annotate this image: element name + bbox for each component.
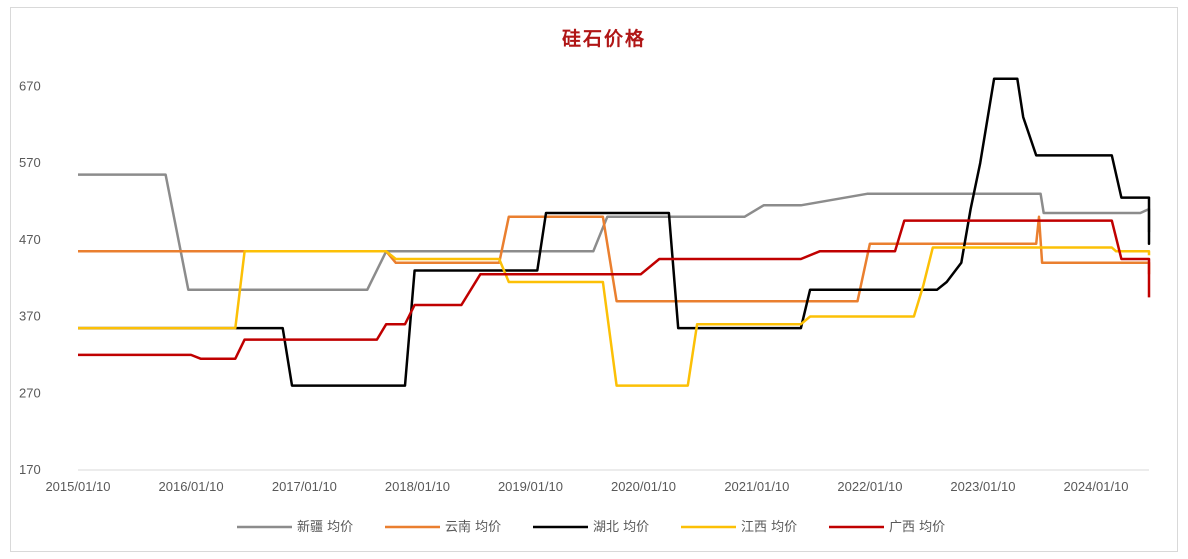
y-tick-label: 370 (19, 309, 41, 324)
x-tick-label: 2020/01/10 (611, 479, 676, 494)
series-line (78, 173, 1151, 291)
y-tick-label: 270 (19, 385, 41, 400)
x-tick-label: 2022/01/10 (837, 479, 902, 494)
x-tick-label: 2019/01/10 (498, 479, 563, 494)
x-tick-label: 2015/01/10 (45, 479, 110, 494)
x-tick-label: 2021/01/10 (724, 479, 789, 494)
x-tick-label: 2023/01/10 (950, 479, 1015, 494)
x-axis-ticks: 2015/01/10 2016/01/10 2017/01/10 2018/01/10… (45, 479, 1128, 494)
series-line (78, 215, 1151, 303)
series-lines (78, 77, 1151, 387)
line-chart: 硅石价格 670 570 470 370 270 170 2015/01/10 2016/0… (19, 27, 1151, 535)
x-tick-label: 2024/01/10 (1063, 479, 1128, 494)
y-tick-label: 170 (19, 462, 41, 477)
series-line (78, 246, 1151, 387)
x-tick-label: 2017/01/10 (272, 479, 337, 494)
legend-label: 江西 均价 (741, 520, 797, 535)
legend-label: 新疆 均价 (297, 519, 353, 535)
series-line (78, 77, 1151, 387)
x-tick-label: 2016/01/10 (159, 479, 224, 494)
chart-title: 硅石价格 (562, 27, 646, 50)
y-tick-label: 670 (19, 78, 41, 93)
legend-label: 云南 均价 (445, 519, 501, 535)
legend-label: 湖北 均价 (593, 520, 649, 535)
y-axis-ticks: 670 570 470 370 270 170 (19, 78, 41, 477)
y-tick-label: 470 (19, 232, 41, 247)
series-line (78, 219, 1151, 360)
y-tick-label: 570 (19, 155, 41, 170)
legend-label: 广西 均价 (889, 520, 945, 535)
legend: 新疆 均价 云南 均价 湖北 均价 江西 均价 广西 均价 (237, 519, 945, 535)
chart-frame: 硅石价格 670 570 470 370 270 170 2015/01/10 2016/0… (10, 7, 1178, 552)
x-tick-label: 2018/01/10 (385, 479, 450, 494)
